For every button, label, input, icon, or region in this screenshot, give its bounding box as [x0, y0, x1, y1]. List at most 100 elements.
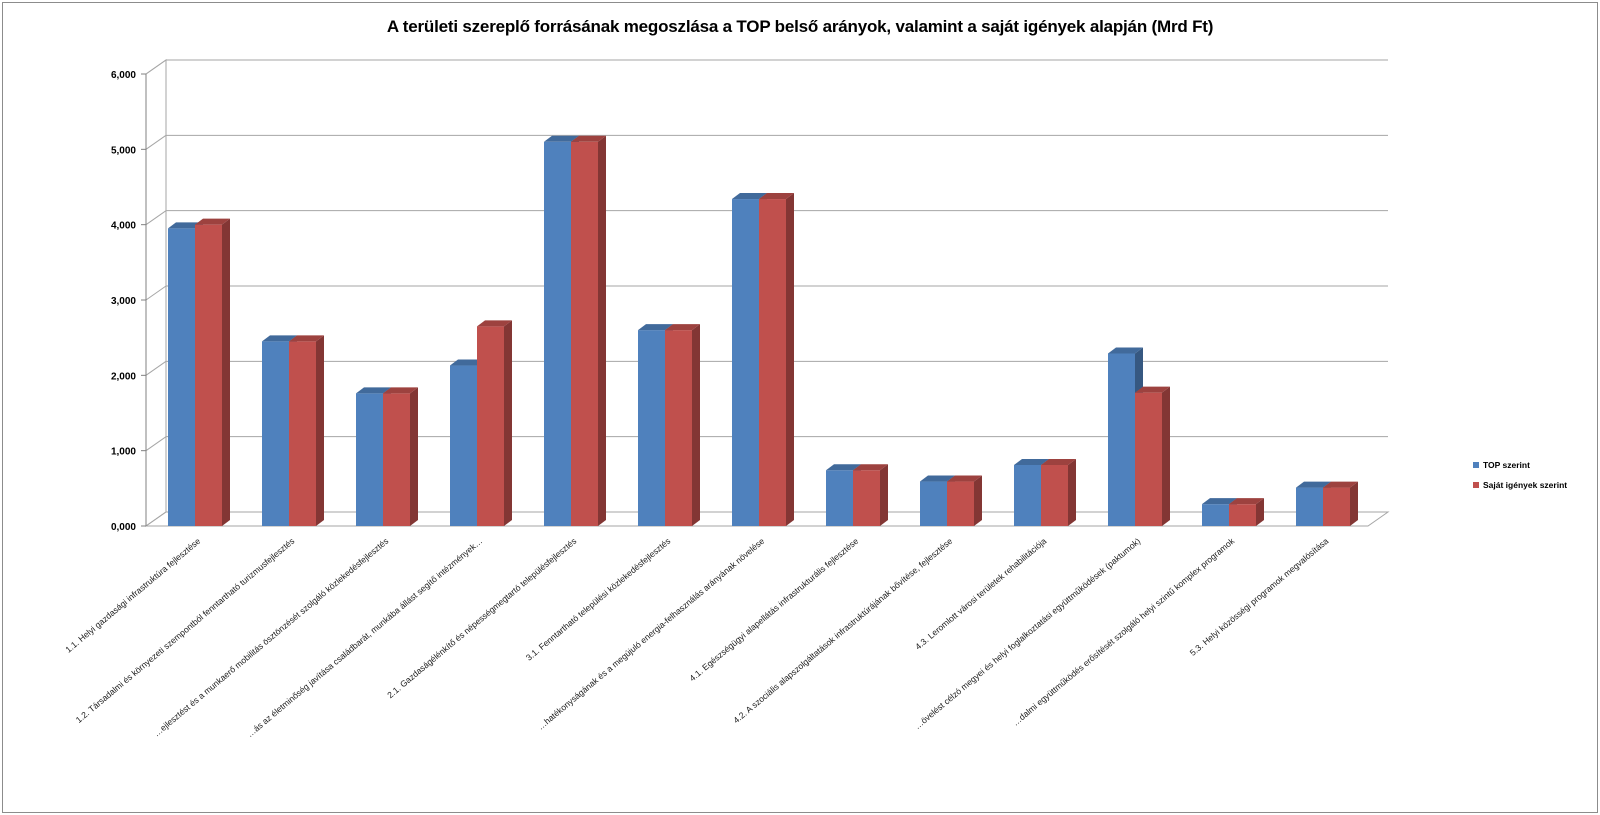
bar-side [410, 387, 418, 526]
bar-top [638, 324, 673, 331]
x-tick-label: 3.1. Fenntartható települési közlekedésf… [524, 536, 672, 663]
bar-front [947, 481, 974, 526]
bar-top [1323, 481, 1358, 488]
bar-top [195, 218, 230, 225]
gridline-side [145, 134, 167, 150]
gridline-side [145, 285, 167, 301]
bar-side [786, 193, 794, 526]
bar-side [1068, 458, 1076, 526]
bars [168, 135, 1358, 527]
bar-top [853, 464, 888, 471]
bar [853, 464, 888, 526]
bar-side [974, 475, 982, 526]
bar-top [450, 359, 485, 366]
bar-top [262, 335, 297, 342]
bar-top [477, 320, 512, 327]
bar-top [1041, 458, 1076, 465]
y-axis: 0,000 1,000 2,000 3,000 4,000 5,000 6,000 [111, 70, 147, 533]
bar [477, 320, 512, 526]
bar-side [1350, 481, 1358, 526]
bar-side [598, 135, 606, 527]
bar-front [638, 330, 665, 526]
bar-front [920, 481, 947, 526]
y-tick-label: 5,000 [111, 145, 136, 156]
bar-top [571, 135, 606, 142]
y-tick-label: 4,000 [111, 221, 136, 232]
bar-front [1135, 392, 1162, 526]
legend-swatch [1473, 462, 1479, 468]
bar-side [1162, 386, 1170, 526]
chart-title: A területi szereplő forrásának megoszlás… [386, 17, 1214, 36]
bar-top [383, 387, 418, 394]
bar-front [853, 470, 880, 526]
bar-top [289, 335, 324, 342]
bar-side [880, 464, 888, 526]
bar-top [1135, 386, 1170, 393]
gridline-side [145, 511, 167, 527]
bar-side [222, 218, 230, 526]
legend-label: TOP szerint [1483, 460, 1530, 470]
bar-top [732, 193, 767, 200]
bar [571, 135, 606, 527]
x-tick-label: 4.2. A szociális alapszolgáltatások infr… [731, 536, 954, 726]
x-tick-label: …övelést célzó megyei és helyi foglalkoz… [912, 536, 1142, 731]
bar [289, 335, 324, 526]
bar [1135, 386, 1170, 526]
bar-top [1108, 347, 1143, 354]
bar-front [1041, 464, 1068, 526]
bar-top [947, 475, 982, 482]
bar [638, 324, 673, 526]
x-tick-label: …hatékonyságának és a megújuló energia-f… [536, 536, 767, 732]
bar-front [1323, 487, 1350, 526]
bar-front [1296, 487, 1323, 526]
bar-front [759, 199, 786, 526]
bar-front [450, 365, 477, 526]
x-tick-label: …ejlesztést és a munkaerő mobilitás öszt… [151, 536, 390, 739]
bar-front [1014, 464, 1041, 526]
bar [1323, 481, 1358, 526]
gridline-side [145, 436, 167, 452]
bar-top [1014, 458, 1049, 465]
x-tick-label: …dalmi együttműködés erősítését szolgáló… [1010, 535, 1237, 727]
bar-top [1296, 481, 1331, 488]
bar-top [920, 475, 955, 482]
bar-front [1108, 353, 1135, 526]
x-axis: 1.1. Helyi gazdasági infrastruktúra fejl… [63, 535, 1330, 739]
bar-side [316, 335, 324, 526]
gridline-side [145, 210, 167, 226]
bar-front [1229, 504, 1256, 526]
gridline-side [145, 59, 167, 75]
bar-top [544, 135, 579, 142]
bar [947, 475, 982, 526]
bar-side [692, 324, 700, 526]
bar-top [826, 464, 861, 471]
y-tick-label: 0,000 [111, 522, 136, 533]
bar [383, 387, 418, 526]
bar-front [289, 341, 316, 526]
bar-top [356, 387, 391, 394]
bar-top [1229, 498, 1264, 505]
x-tick-label: 4.1. Egészségügyi alapellátás infrastruk… [687, 536, 860, 684]
bar [665, 324, 700, 526]
bar-front [356, 393, 383, 526]
bar [1229, 498, 1264, 526]
bar-front [383, 393, 410, 526]
gridline-side [145, 360, 167, 376]
bar [759, 193, 794, 526]
y-tick-label: 6,000 [111, 70, 136, 81]
bar-front [826, 470, 853, 526]
bar-front [732, 199, 759, 526]
bar-top [665, 324, 700, 331]
legend: TOP szerint Saját igények szerint [1473, 460, 1567, 490]
bar-front [665, 330, 692, 526]
bar-front [544, 141, 571, 527]
y-tick-label: 2,000 [111, 371, 136, 382]
bar-front [1202, 504, 1229, 526]
x-tick-label: 1.2. Társadalmi és környezeti szempontbó… [74, 536, 297, 725]
bar [1041, 458, 1076, 526]
bar-top [168, 222, 203, 229]
y-tick-label: 3,000 [111, 296, 136, 307]
x-tick-label: 2.1. Gazdaságélénkítő és népességmegtart… [385, 536, 578, 700]
bar [195, 218, 230, 526]
